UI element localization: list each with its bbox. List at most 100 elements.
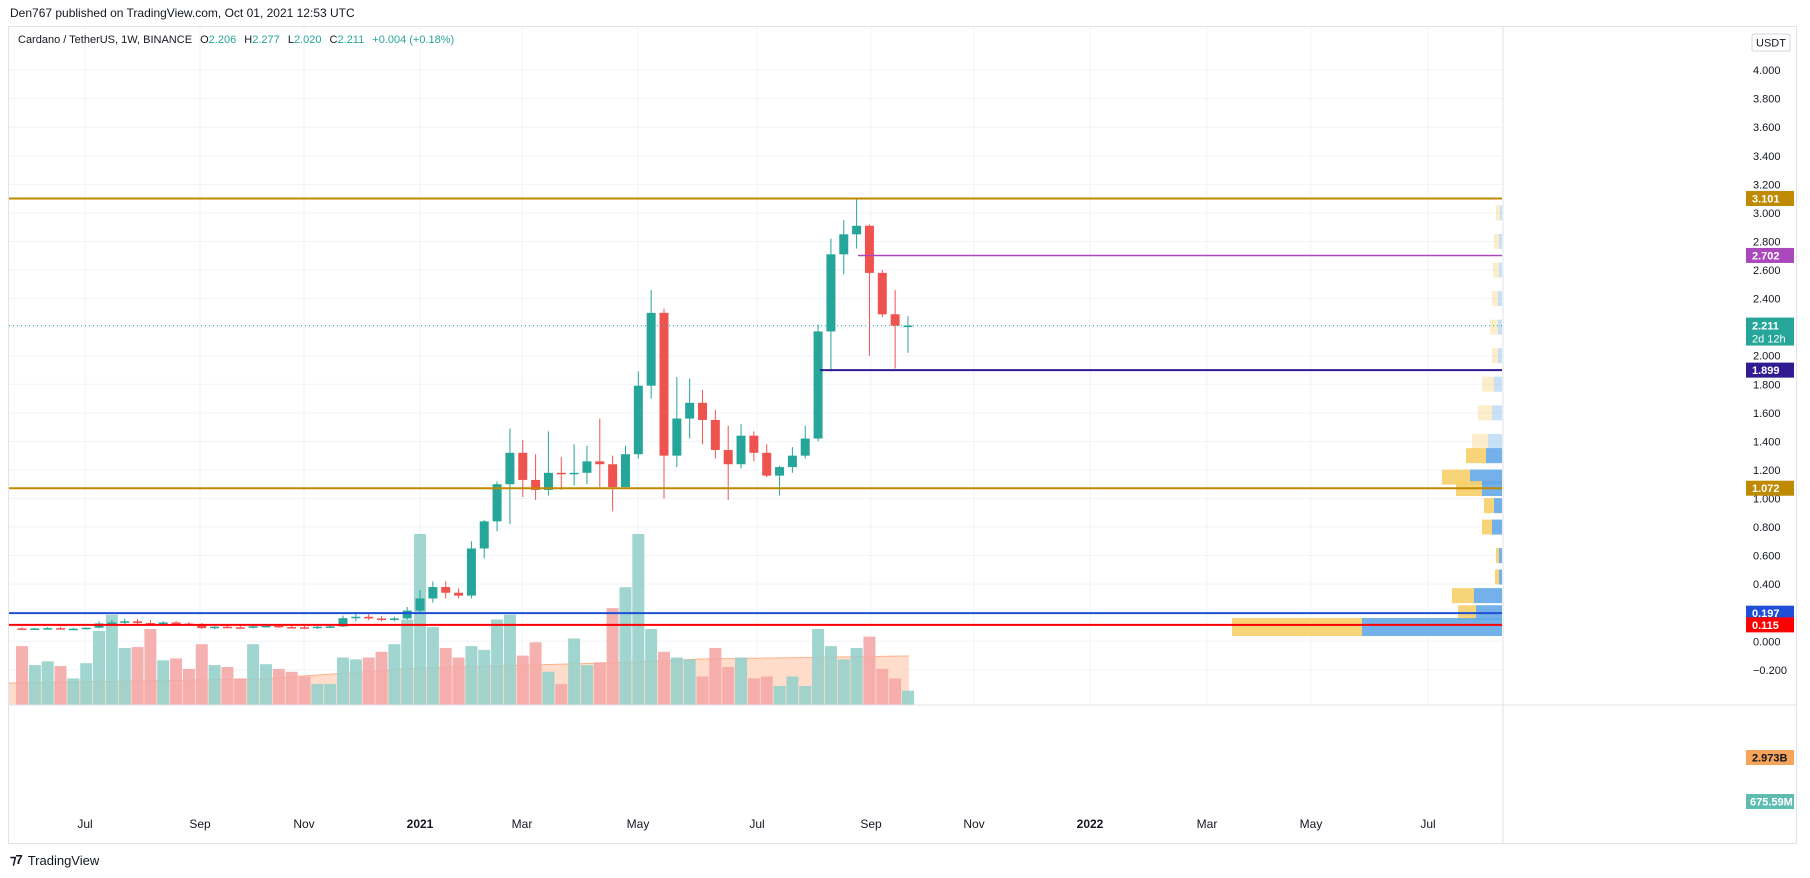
candle-body bbox=[531, 479, 541, 490]
badge-vp-low-text: 0.115 bbox=[1752, 620, 1779, 632]
volume-profile-bar-blue bbox=[1486, 448, 1502, 464]
candle-body bbox=[608, 464, 618, 488]
candle-body bbox=[248, 626, 258, 628]
time-tick-label: May bbox=[627, 817, 650, 831]
candle-body bbox=[723, 449, 733, 465]
publisher-text: Den767 published on TradingView.com, Oct… bbox=[10, 6, 355, 20]
currency-button[interactable]: USDT bbox=[1751, 33, 1791, 52]
volume-bar bbox=[901, 690, 914, 705]
horizontal-levels bbox=[9, 197, 1502, 626]
volume-bar bbox=[131, 647, 144, 705]
legend-symbol[interactable]: Cardano / TetherUS, 1W, BINANCE bbox=[18, 34, 193, 46]
candle-body bbox=[43, 628, 53, 630]
price-tick-label: 1.200 bbox=[1753, 465, 1781, 477]
time-tick-label: Jul bbox=[77, 817, 92, 831]
candle-body bbox=[672, 418, 682, 456]
candle-body bbox=[800, 438, 810, 456]
candle-body bbox=[775, 467, 785, 476]
badge-vp-poc-text: 0.197 bbox=[1752, 608, 1780, 620]
legend-low-value: 2.020 bbox=[293, 34, 322, 46]
badge-support-mid-text: 1.899 bbox=[1752, 365, 1780, 377]
volume-bars bbox=[16, 534, 914, 705]
candle-body bbox=[633, 385, 643, 455]
price-tick-label: 2.800 bbox=[1753, 236, 1781, 248]
volume-profile-bar-blue bbox=[1474, 588, 1502, 604]
volume-bar bbox=[67, 678, 80, 705]
candle-body bbox=[813, 331, 823, 439]
candle-body bbox=[441, 587, 451, 593]
candle-body bbox=[158, 622, 168, 624]
currency-button-box bbox=[1751, 33, 1791, 52]
volume-bar bbox=[80, 663, 93, 705]
candle-body bbox=[839, 234, 849, 255]
volume-profile-bar-blue bbox=[1362, 618, 1502, 637]
legend-open-value: 2.206 bbox=[208, 34, 237, 46]
volume-bar bbox=[709, 648, 722, 705]
volume-bar bbox=[478, 649, 491, 705]
badge-current-price-text: 2.211 bbox=[1752, 321, 1779, 333]
candle-body bbox=[107, 622, 117, 624]
volume-bar bbox=[182, 668, 195, 705]
volume-bar bbox=[439, 648, 452, 705]
candle-body bbox=[133, 621, 143, 624]
badge-volume-ma-bg bbox=[1746, 750, 1794, 765]
candle-body bbox=[120, 621, 130, 623]
candle-body bbox=[171, 622, 181, 624]
badge-volume-current-bg bbox=[1746, 794, 1794, 809]
legend-open-label: O bbox=[200, 34, 209, 46]
candle-body bbox=[903, 325, 913, 328]
volume-bar bbox=[54, 666, 67, 705]
candle-body bbox=[877, 272, 887, 315]
volume-bar bbox=[542, 671, 555, 705]
volume-bar bbox=[580, 665, 593, 705]
volume-bar bbox=[645, 629, 658, 705]
candle-body bbox=[261, 625, 271, 628]
time-tick-label: Jul bbox=[1420, 817, 1435, 831]
candle-body bbox=[466, 548, 476, 596]
candle-body bbox=[377, 618, 387, 620]
volume-bar bbox=[414, 534, 427, 705]
tradingview-logo[interactable]: ⁊7 TradingView bbox=[10, 852, 99, 868]
volume-bar bbox=[606, 608, 619, 705]
volume-profile-bar-yellow bbox=[1482, 519, 1492, 535]
volume-bar bbox=[170, 658, 183, 705]
volume-bar bbox=[465, 646, 478, 705]
price-tick-label: 0.800 bbox=[1753, 522, 1781, 534]
price-tick-label: 0.600 bbox=[1753, 551, 1781, 563]
candle-body bbox=[505, 452, 515, 485]
candle-body bbox=[556, 472, 566, 475]
price-tick-label: 3.000 bbox=[1753, 208, 1781, 220]
volume-profile-bar-blue bbox=[1500, 205, 1502, 221]
price-tick-label: 0.400 bbox=[1753, 579, 1781, 591]
volume-profile-bar-yellow bbox=[1472, 433, 1488, 449]
candle-body bbox=[287, 627, 297, 629]
candle-body bbox=[659, 312, 669, 456]
volume-profile-bar-blue bbox=[1492, 405, 1502, 421]
price-tick-label: 0.000 bbox=[1753, 636, 1781, 648]
volume-bar bbox=[658, 651, 670, 705]
candle-body bbox=[415, 598, 425, 611]
badge-volume-current-text: 675.59M bbox=[1750, 797, 1793, 809]
volume-bar bbox=[632, 534, 645, 705]
volume-bar bbox=[272, 668, 285, 705]
badge-volume-ma-text: 2.973B bbox=[1752, 753, 1788, 765]
candle-body bbox=[235, 627, 245, 629]
badge-support-mid-bg bbox=[1746, 362, 1794, 378]
volume-profile-bar-blue bbox=[1498, 348, 1502, 364]
candle-body bbox=[852, 225, 862, 235]
badge-res-mid: 2.702 bbox=[1746, 247, 1794, 263]
chart-frame bbox=[8, 26, 1797, 844]
legend-close-label: C bbox=[329, 34, 338, 46]
volume-bar bbox=[516, 655, 529, 705]
candle-body bbox=[826, 254, 836, 332]
volume-bar bbox=[208, 665, 221, 705]
volume-profile-bar-blue bbox=[1499, 569, 1502, 585]
time-tick-label: Mar bbox=[512, 817, 533, 831]
volume-bar bbox=[824, 646, 837, 705]
volume-profile-bar-yellow bbox=[1482, 376, 1494, 392]
volume-profile-bar-yellow bbox=[1232, 618, 1362, 637]
price-tick-label: 2.600 bbox=[1753, 265, 1781, 277]
badge-countdown-text: 2d 12h bbox=[1752, 334, 1786, 346]
candle-body bbox=[864, 225, 874, 273]
